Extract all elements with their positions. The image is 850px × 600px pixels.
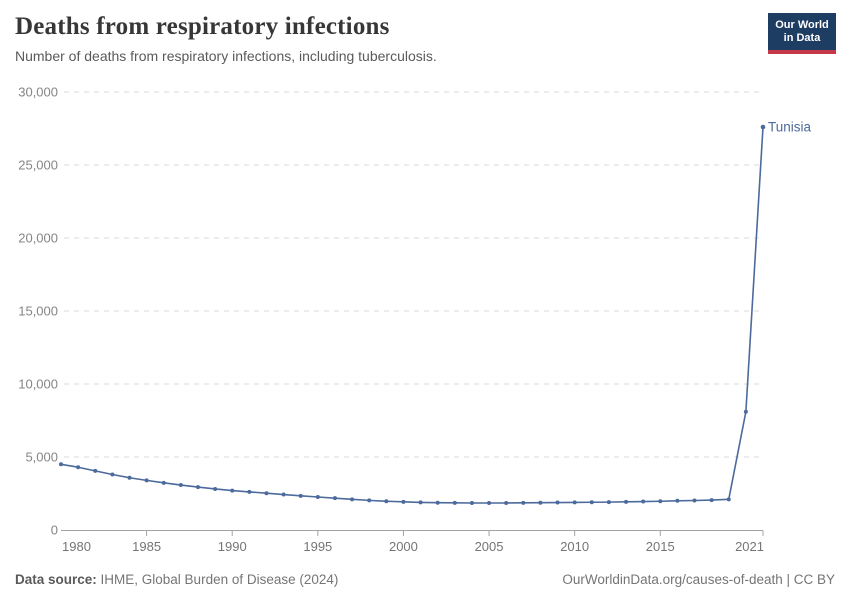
data-point[interactable] <box>760 124 766 130</box>
page-title: Deaths from respiratory infections <box>15 13 390 40</box>
data-point[interactable] <box>281 492 286 497</box>
data-point[interactable] <box>264 491 269 496</box>
data-point[interactable] <box>350 497 355 502</box>
x-axis-tick-label: 2021 <box>735 539 764 554</box>
data-point[interactable] <box>606 500 611 505</box>
data-point[interactable] <box>624 499 629 504</box>
data-point[interactable] <box>195 485 200 490</box>
y-axis-tick-label: 5,000 <box>25 450 58 465</box>
data-point[interactable] <box>538 500 543 505</box>
data-point[interactable] <box>178 483 183 488</box>
owid-logo[interactable]: Our World in Data <box>768 13 836 54</box>
y-axis-tick-label: 10,000 <box>18 377 58 392</box>
x-axis-tick-label: 1995 <box>303 539 332 554</box>
chart-header: Deaths from respiratory infections Numbe… <box>15 12 754 65</box>
data-point[interactable] <box>726 497 731 502</box>
attribution-link[interactable]: OurWorldinData.org/causes-of-death | CC … <box>562 571 835 587</box>
data-point[interactable] <box>675 498 680 503</box>
data-point[interactable] <box>367 498 372 503</box>
data-point[interactable] <box>487 500 492 505</box>
x-axis-tick-label: 1990 <box>218 539 247 554</box>
data-point[interactable] <box>298 493 303 498</box>
data-source-label: Data source: <box>15 571 97 587</box>
data-point[interactable] <box>213 486 218 491</box>
x-axis-tick-label: 1980 <box>62 539 91 554</box>
data-point[interactable] <box>247 489 252 494</box>
series-line[interactable] <box>60 126 764 504</box>
y-axis-tick-label: 15,000 <box>18 304 58 319</box>
owid-logo-line2: in Data <box>783 31 821 44</box>
data-point[interactable] <box>435 500 440 505</box>
data-point[interactable] <box>110 472 115 477</box>
data-point[interactable] <box>555 500 560 505</box>
data-point[interactable] <box>93 468 98 473</box>
y-axis-tick-label: 20,000 <box>18 231 58 246</box>
y-axis-tick-label: 0 <box>51 523 58 538</box>
data-point[interactable] <box>452 500 457 505</box>
data-source: Data source: IHME, Global Burden of Dise… <box>15 572 338 587</box>
data-point[interactable] <box>161 480 166 485</box>
data-point[interactable] <box>589 500 594 505</box>
chart-footer: Data source: IHME, Global Burden of Dise… <box>15 568 835 590</box>
data-point[interactable] <box>230 488 235 493</box>
data-point[interactable] <box>418 500 423 505</box>
y-axis-tick-label: 25,000 <box>18 158 58 173</box>
chart-svg[interactable]: 0 5,000 10,000 15,000 20,000 25,000 30,000 1985… <box>0 80 850 560</box>
data-point[interactable] <box>709 498 714 503</box>
x-axis-tick-label: 2000 <box>389 539 418 554</box>
page-subtitle: Number of deaths from respiratory infect… <box>15 48 437 64</box>
data-point[interactable] <box>315 495 320 500</box>
data-point[interactable] <box>127 475 132 480</box>
data-point[interactable] <box>692 498 697 503</box>
x-axis-tick-label: 1985 <box>132 539 161 554</box>
data-point[interactable] <box>641 499 646 504</box>
data-point[interactable] <box>572 500 577 505</box>
data-point[interactable] <box>469 500 474 505</box>
data-point[interactable] <box>521 500 526 505</box>
y-axis-tick-label: 30,000 <box>18 85 58 100</box>
data-point[interactable] <box>332 496 337 501</box>
series-end-label[interactable]: Tunisia <box>768 120 812 135</box>
x-axis-tick-label: 2015 <box>646 539 675 554</box>
data-point[interactable] <box>401 499 406 504</box>
data-point[interactable] <box>76 465 81 470</box>
data-point[interactable] <box>743 409 748 414</box>
data-point[interactable] <box>144 478 149 483</box>
data-point[interactable] <box>59 462 63 467</box>
data-point[interactable] <box>658 499 663 504</box>
x-axis-tick-label: 2010 <box>560 539 589 554</box>
data-point[interactable] <box>384 499 389 504</box>
data-source-text: IHME, Global Burden of Disease (2024) <box>96 571 339 587</box>
x-axis-tick-label: 2005 <box>475 539 504 554</box>
owid-logo-line1: Our World <box>775 18 829 31</box>
data-point[interactable] <box>504 500 509 505</box>
